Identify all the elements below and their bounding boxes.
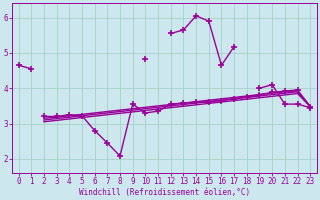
X-axis label: Windchill (Refroidissement éolien,°C): Windchill (Refroidissement éolien,°C) — [79, 188, 250, 197]
